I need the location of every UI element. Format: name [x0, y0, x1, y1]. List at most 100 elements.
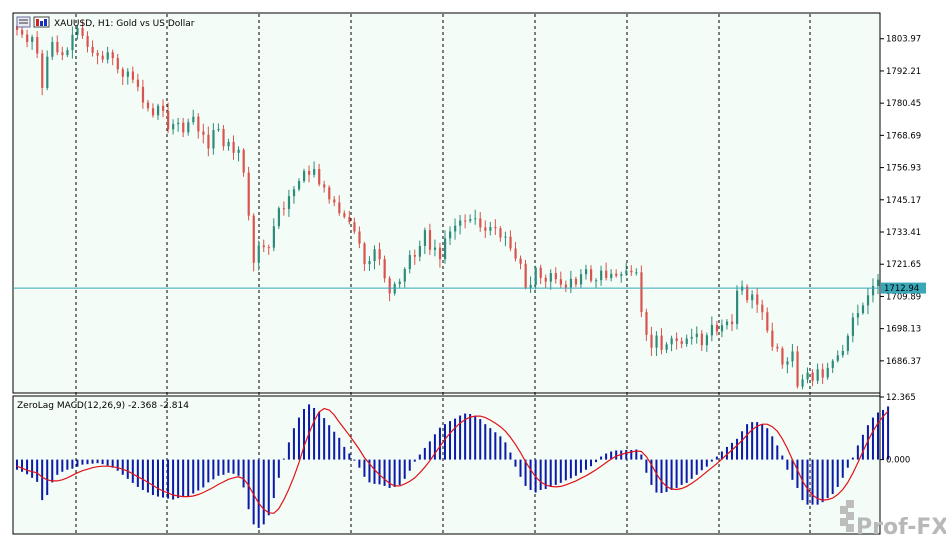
macd-bar [136, 459, 139, 487]
candle-body [348, 216, 351, 223]
macd-bar [21, 459, 24, 472]
candle-body [841, 350, 844, 356]
candle-body [297, 181, 301, 190]
price-tick-label: 1756.93 [886, 164, 921, 174]
candle-body [262, 245, 265, 248]
candle-body [625, 270, 628, 275]
candle-body [776, 346, 779, 349]
candle-body [600, 270, 603, 281]
macd-bar [343, 446, 346, 460]
candle-body [877, 279, 880, 286]
macd-bar [413, 459, 416, 462]
candle-body [162, 105, 165, 111]
candle-body [111, 52, 114, 59]
candle-body [368, 261, 371, 265]
macd-bar [856, 445, 859, 460]
macd-bar [51, 459, 54, 483]
candle-body [61, 52, 64, 56]
macd-bar [96, 459, 99, 464]
candle-body [303, 170, 306, 182]
macd-bar [459, 415, 462, 460]
price-tick-label: 1721.65 [886, 260, 921, 270]
macd-bar [645, 459, 648, 473]
macd-bar [438, 427, 441, 460]
candle-body [182, 122, 185, 133]
candle-body [26, 34, 29, 42]
candle-body [615, 273, 618, 276]
macd-bar [282, 458, 285, 460]
price-tick-label: 1768.69 [886, 131, 921, 141]
candle-body [131, 71, 135, 80]
candle-body [438, 247, 442, 260]
macd-bar [736, 438, 739, 460]
candle-body [660, 335, 663, 350]
candle-body [529, 284, 532, 288]
macd-bar [680, 459, 683, 485]
macd-bar [504, 442, 507, 460]
candle-body [96, 52, 99, 56]
macd-bar [71, 459, 74, 469]
macd-bar [615, 450, 618, 460]
macd-bar [574, 459, 577, 476]
macd-bar [449, 421, 452, 460]
bars-icon-bar [40, 21, 43, 26]
candle-body [610, 273, 613, 279]
candle-body [318, 169, 321, 185]
macd-bar [408, 459, 411, 471]
price-tick-label: 1733.41 [886, 228, 921, 238]
candle-body [388, 278, 391, 294]
macd-bar [595, 459, 598, 463]
macd-bar [26, 459, 29, 475]
macd-bar [756, 422, 759, 460]
macd-bar [383, 459, 386, 486]
macd-bar [41, 459, 44, 501]
macd-bar [212, 459, 215, 480]
macd-bar [499, 436, 502, 460]
macd-bar [91, 459, 94, 464]
candle-body [156, 105, 160, 116]
macd-bar [207, 459, 210, 483]
macd-bar [514, 459, 517, 467]
candle-body [670, 338, 673, 345]
macd-bar [106, 459, 109, 466]
candle-body [665, 344, 668, 350]
candle-body [846, 335, 849, 351]
macd-bar [871, 417, 874, 460]
candle-body [116, 58, 119, 70]
candle-body [267, 247, 270, 249]
candle-body [383, 259, 386, 279]
macd-bar [761, 424, 764, 460]
candle-body [252, 215, 255, 263]
candle-body [177, 122, 180, 125]
macd-bar [393, 459, 396, 487]
candle-body [192, 116, 195, 123]
candle-body [771, 330, 774, 347]
macd-bar [172, 459, 175, 500]
chart-icon[interactable] [16, 16, 31, 28]
macd-bar [403, 459, 406, 479]
candle-body [121, 69, 124, 77]
watermark-square [840, 506, 848, 514]
candle-body [675, 338, 678, 342]
macd-bar [554, 459, 557, 485]
candle-body [479, 218, 482, 228]
signal-line [16, 407, 889, 514]
macd-bar [121, 459, 124, 475]
candle-body [151, 108, 155, 116]
macd-bar [675, 459, 678, 488]
candle-body [21, 29, 24, 35]
macd-bar [877, 412, 879, 460]
candle-body [761, 304, 764, 313]
candle-body [831, 360, 834, 368]
candle-body [277, 208, 281, 227]
candle-body [680, 341, 683, 345]
candle-body [393, 284, 396, 294]
macd-bar [781, 455, 784, 460]
main-chart-area[interactable] [12, 12, 881, 394]
watermark-square [846, 500, 854, 508]
candle-body [363, 243, 366, 265]
candle-body [36, 37, 39, 54]
candle-body [459, 220, 462, 226]
